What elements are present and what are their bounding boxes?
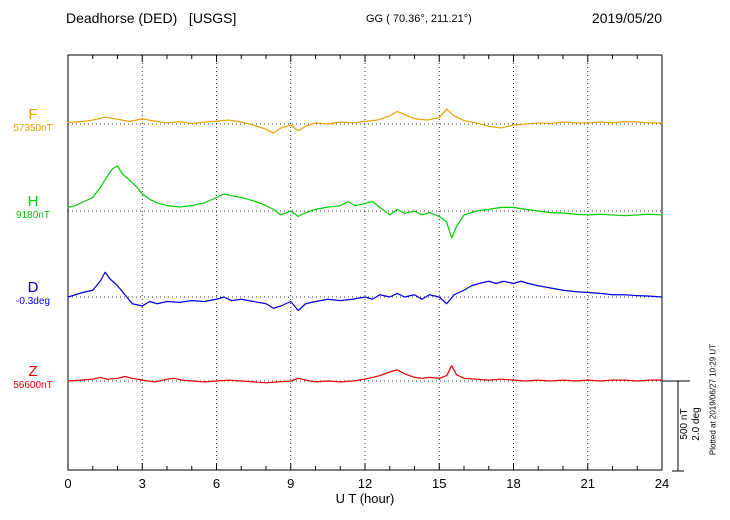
component-label-f: F 57350nT — [2, 107, 64, 135]
x-axis-label: U T (hour) — [335, 491, 395, 506]
component-label-z: Z 56600nT — [2, 364, 64, 392]
plot-date: 2019/05/20 — [591, 10, 662, 26]
svg-text:6: 6 — [213, 476, 220, 491]
component-letter: Z — [28, 363, 38, 380]
component-label-h: H 9180nT — [2, 194, 64, 222]
component-label-d: D -0.3deg — [2, 280, 64, 308]
component-baseline-value: 9180nT — [16, 210, 50, 221]
scalebar-label: 500 nT 2.0 deg — [679, 394, 705, 454]
svg-text:18: 18 — [506, 476, 520, 491]
svg-text:21: 21 — [581, 476, 595, 491]
station-title: Deadhorse (DED) [USGS] — [66, 10, 237, 26]
component-baseline-value: -0.3deg — [16, 296, 50, 307]
component-letter: D — [27, 279, 39, 296]
component-baseline-value: 56600nT — [13, 380, 53, 391]
component-baseline-value: 57350nT — [13, 123, 53, 134]
component-letter: H — [27, 193, 39, 210]
scalebar-nt-label: 500 nT — [679, 408, 690, 440]
svg-text:24: 24 — [655, 476, 669, 491]
svg-text:12: 12 — [358, 476, 372, 491]
geographic-coordinates: GG ( 70.36°, 211.21°) — [366, 13, 472, 25]
scalebar-deg-label: 2.0 deg — [691, 407, 702, 441]
component-letter: F — [28, 106, 38, 123]
svg-text:9: 9 — [287, 476, 294, 491]
svg-text:15: 15 — [432, 476, 446, 491]
svg-text:0: 0 — [64, 476, 71, 491]
svg-text:3: 3 — [139, 476, 146, 491]
plotted-at-label: Plotted at 2019/06/27 10:29 UT — [708, 343, 718, 456]
